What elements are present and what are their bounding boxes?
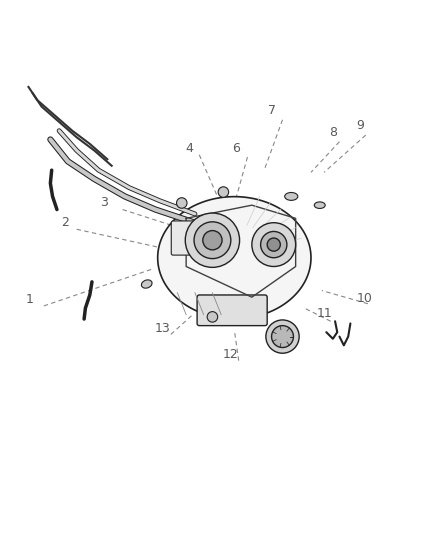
Circle shape	[266, 320, 299, 353]
Ellipse shape	[285, 192, 298, 200]
Text: 9: 9	[356, 119, 364, 132]
Circle shape	[218, 187, 229, 197]
Text: 4: 4	[185, 142, 193, 155]
Circle shape	[272, 326, 293, 348]
Text: 10: 10	[357, 292, 372, 304]
Text: 8: 8	[329, 126, 337, 140]
Text: 11: 11	[317, 308, 333, 320]
Circle shape	[261, 231, 287, 258]
Text: 1: 1	[26, 293, 34, 306]
Circle shape	[177, 198, 187, 208]
Text: 13: 13	[155, 322, 171, 335]
Text: 12: 12	[223, 349, 239, 361]
Polygon shape	[158, 197, 311, 319]
Ellipse shape	[314, 202, 325, 208]
FancyBboxPatch shape	[171, 221, 219, 255]
FancyBboxPatch shape	[197, 295, 267, 326]
Text: 2: 2	[61, 216, 69, 229]
Ellipse shape	[141, 280, 152, 288]
Text: 7: 7	[268, 104, 276, 117]
Circle shape	[267, 238, 280, 251]
Circle shape	[203, 231, 222, 250]
Text: 3: 3	[100, 197, 108, 209]
Text: 6: 6	[232, 142, 240, 155]
Circle shape	[185, 213, 240, 268]
Circle shape	[207, 312, 218, 322]
Circle shape	[194, 222, 231, 259]
Circle shape	[252, 223, 296, 266]
